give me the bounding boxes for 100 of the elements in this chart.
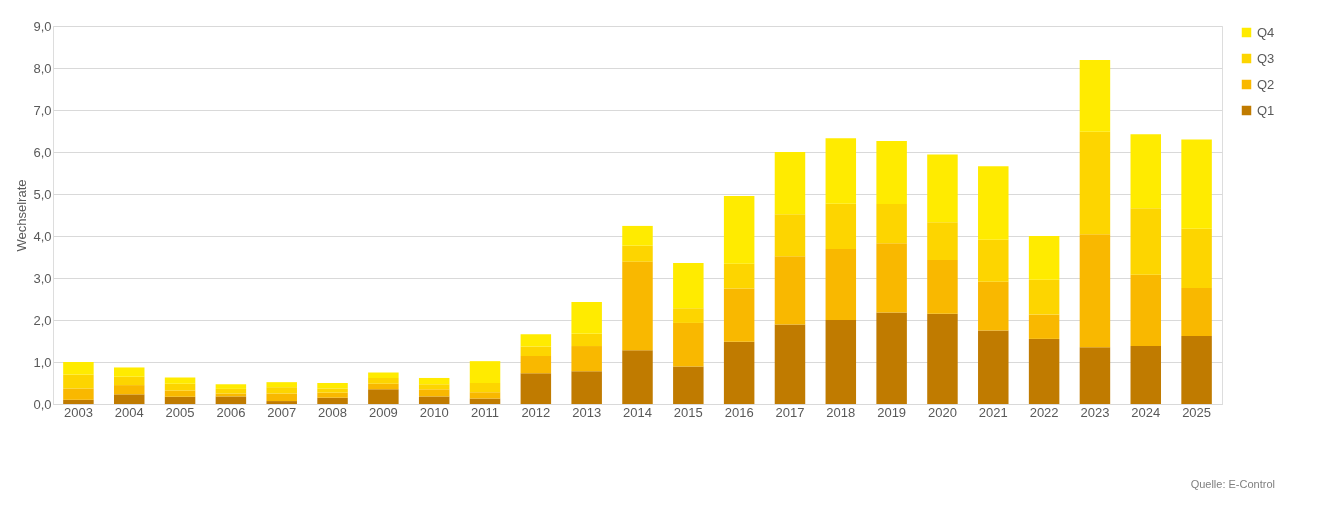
bar [317, 392, 348, 398]
bar [63, 362, 94, 375]
bar [164, 383, 196, 391]
bar [978, 281, 1009, 331]
legend-label: Q3 [1257, 50, 1275, 66]
bar [723, 196, 755, 264]
bar [876, 243, 907, 313]
bar [622, 350, 653, 404]
bar [825, 203, 857, 250]
bar [825, 320, 857, 404]
bar [113, 376, 145, 386]
bar [469, 398, 501, 404]
y-tick-label: 2,0 [33, 312, 52, 328]
bar [774, 214, 806, 257]
bar [673, 262, 704, 309]
bar [774, 256, 806, 325]
bar [1181, 139, 1212, 229]
bar [978, 166, 1009, 240]
bar [164, 390, 196, 397]
x-tick-label: 2022 [1029, 404, 1059, 420]
bar [876, 204, 907, 244]
bar [571, 346, 602, 372]
bar [418, 384, 450, 390]
x-tick-label: 2013 [572, 404, 602, 420]
y-tick-label: 4,0 [33, 228, 52, 244]
bar [215, 388, 247, 394]
x-tick-label: 2012 [521, 404, 551, 420]
bar [1079, 131, 1111, 235]
bar [1181, 288, 1212, 336]
y-tick-label: 5,0 [33, 186, 52, 202]
x-tick-label: 2021 [978, 404, 1008, 420]
y-tick-label: 6,0 [33, 144, 52, 160]
bar [1079, 347, 1111, 404]
bar [520, 373, 552, 404]
bar [876, 312, 907, 404]
x-tick-label: 2009 [368, 404, 398, 420]
bar [113, 367, 145, 377]
bar [113, 394, 145, 404]
bar [164, 396, 196, 404]
x-tick-label: 2004 [114, 404, 144, 420]
x-tick-label: 2010 [419, 404, 449, 420]
x-tick-label: 2018 [826, 404, 856, 420]
bar [1079, 60, 1111, 132]
bar [825, 249, 857, 320]
bar [520, 356, 552, 374]
bar [1181, 335, 1212, 404]
bar [978, 330, 1009, 404]
bar [368, 383, 399, 390]
y-tick-label: 7,0 [33, 102, 52, 118]
bar [1130, 134, 1162, 209]
x-tick-label: 2024 [1131, 404, 1161, 420]
y-tick-label: 1,0 [33, 354, 52, 370]
x-tick-label: 2005 [165, 404, 195, 420]
bar [63, 374, 94, 389]
bar [825, 138, 857, 204]
bar [774, 324, 806, 404]
bar [723, 288, 755, 342]
legend-label: Q2 [1257, 76, 1275, 92]
y-axis-title: Wechselrate [14, 179, 30, 252]
bar [571, 301, 602, 334]
bar [1028, 338, 1060, 404]
bar [1130, 274, 1162, 347]
bar [520, 346, 552, 357]
bar [1130, 208, 1162, 275]
bar [63, 399, 94, 404]
y-tick-label: 8,0 [33, 60, 52, 76]
bar [978, 239, 1009, 282]
y-tick-label: 3,0 [33, 270, 52, 286]
bar [571, 333, 602, 347]
bar [215, 396, 247, 404]
x-tick-label: 2007 [267, 404, 297, 420]
bar [418, 396, 450, 404]
x-tick-label: 2011 [471, 404, 500, 420]
bar [164, 377, 196, 384]
x-tick-label: 2025 [1182, 404, 1212, 420]
legend-label: Q4 [1257, 24, 1275, 40]
x-tick-label: 2006 [216, 404, 246, 420]
bar [520, 334, 552, 347]
bar [368, 377, 399, 384]
y-tick-label: 9,0 [33, 18, 52, 34]
bar [368, 389, 399, 404]
y-tick-label: 0,0 [33, 396, 52, 412]
x-tick-label: 2023 [1080, 404, 1110, 420]
bar [927, 313, 958, 404]
bar [1130, 346, 1162, 404]
bar [723, 263, 755, 289]
bar [622, 245, 653, 262]
bar [113, 385, 145, 395]
bar [673, 322, 704, 367]
x-tick-label: 2016 [724, 404, 754, 420]
bar [317, 397, 348, 404]
x-tick-label: 2017 [775, 404, 805, 420]
bar [1079, 234, 1111, 348]
bar [927, 222, 958, 260]
bar [469, 361, 501, 383]
source-note: Quelle: E-Control [1190, 478, 1275, 490]
bar [673, 366, 704, 404]
x-tick-label: 2014 [623, 404, 652, 420]
bar [469, 392, 501, 399]
bar [622, 225, 653, 246]
